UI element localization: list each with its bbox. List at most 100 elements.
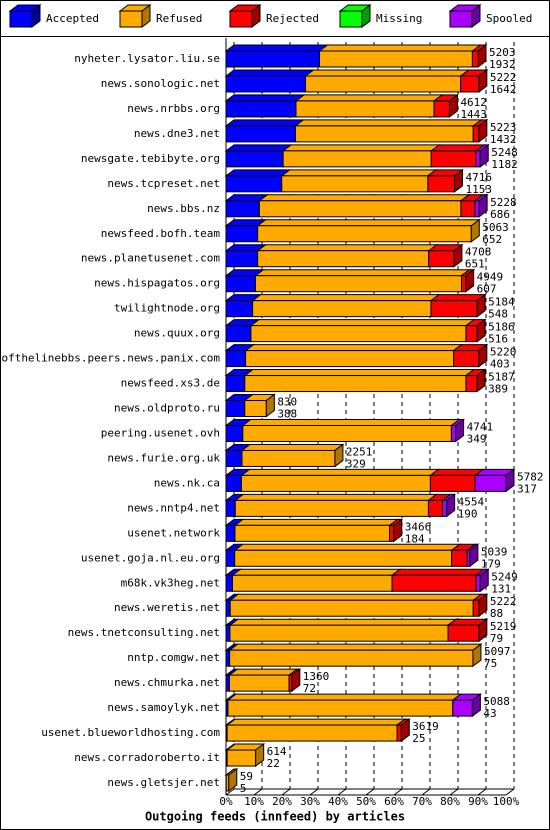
value-label: 5184 xyxy=(488,296,515,309)
bar-top xyxy=(304,69,471,77)
bar xyxy=(460,275,467,293)
legend-swatch xyxy=(119,10,143,28)
tick-mark xyxy=(477,788,487,796)
bar xyxy=(225,375,246,393)
value-label: 317 xyxy=(517,482,537,495)
y-tick-label: newsfeed.xs3.de xyxy=(121,377,220,390)
bar xyxy=(257,225,472,243)
y-tick-label: newsfeed.bofh.team xyxy=(101,227,221,240)
x-tick-label: 0% xyxy=(219,795,233,808)
bar xyxy=(257,250,430,268)
bar xyxy=(231,574,393,592)
bar-side xyxy=(255,743,265,768)
y-tick-label: news.sonologic.net xyxy=(101,77,220,90)
bar-side xyxy=(476,293,486,318)
value-label: 389 xyxy=(488,383,508,396)
bar xyxy=(427,499,443,517)
bar xyxy=(225,499,236,517)
bar xyxy=(240,474,431,492)
bar xyxy=(225,325,252,343)
value-label: 25 xyxy=(412,732,425,745)
value-label: 2251 xyxy=(346,445,373,458)
tick-mark xyxy=(365,788,375,796)
value-label: 75 xyxy=(484,657,497,670)
bar xyxy=(475,150,481,168)
bar xyxy=(430,300,478,318)
value-label: 5088 xyxy=(483,695,510,708)
y-tick-label: news.planetusenet.com xyxy=(81,252,220,265)
bar xyxy=(225,225,259,243)
x-tick-label: 60% xyxy=(384,795,404,808)
bar-side xyxy=(453,243,463,268)
bar-top xyxy=(233,518,400,526)
legend-label: Spooled xyxy=(486,12,532,25)
value-label: 3466 xyxy=(405,520,432,533)
bar xyxy=(465,325,478,343)
tick-mark xyxy=(449,788,459,796)
value-label: 1443 xyxy=(460,108,487,121)
bar-side xyxy=(479,568,489,593)
value-label: 548 xyxy=(488,308,508,321)
bar xyxy=(225,50,321,68)
bar-top xyxy=(256,219,481,227)
bar xyxy=(225,624,231,642)
bar xyxy=(244,400,267,418)
tick-mark xyxy=(421,788,431,796)
value-label: 4554 xyxy=(458,495,485,508)
value-label: 830 xyxy=(277,396,297,409)
bar xyxy=(433,100,450,118)
bar xyxy=(225,300,254,318)
value-label: 131 xyxy=(491,582,511,595)
bar-side xyxy=(400,718,410,743)
bar-side xyxy=(448,93,458,118)
bar-side xyxy=(472,643,482,668)
bar xyxy=(229,649,474,667)
y-tick-label: twilightnode.org xyxy=(114,302,220,315)
y-tick-label: usenet.goja.nl.eu.org xyxy=(81,551,220,564)
tick-mark xyxy=(225,788,235,796)
value-label: 4716 xyxy=(465,171,492,184)
legend-swatch xyxy=(229,10,253,28)
bar xyxy=(225,275,256,293)
bar-side xyxy=(478,593,488,618)
y-tick-label: m68k.vk3heg.net xyxy=(121,576,220,589)
bar xyxy=(474,474,507,492)
x-tick-label: 20% xyxy=(272,795,292,808)
value-label: 607 xyxy=(477,283,497,296)
bar xyxy=(225,75,307,93)
bar-side xyxy=(453,168,463,193)
bar xyxy=(282,150,432,168)
bar-side xyxy=(465,268,475,293)
bar xyxy=(228,674,290,692)
value-label: 179 xyxy=(481,557,501,570)
y-tick-label: news.tcpreset.net xyxy=(107,177,220,190)
y-tick-label: news.oldproto.ru xyxy=(114,402,220,415)
y-tick-label: news.furie.org.uk xyxy=(107,451,220,464)
value-label: 5039 xyxy=(481,545,508,558)
y-tick-label: news.hispagatos.org xyxy=(94,277,220,290)
bar-top xyxy=(224,69,316,77)
bar-side xyxy=(471,693,481,718)
bar xyxy=(475,574,481,592)
value-label: 59 xyxy=(240,770,253,783)
bar-top xyxy=(243,369,476,377)
bar-side xyxy=(393,518,403,543)
x-tick-label: 90% xyxy=(468,795,488,808)
bar-top xyxy=(257,194,471,202)
bar xyxy=(234,549,453,567)
bar xyxy=(229,624,449,642)
bar xyxy=(226,724,398,742)
bar-side xyxy=(478,343,488,368)
value-label: 5 xyxy=(240,782,247,795)
legend-swatch xyxy=(449,10,473,28)
value-label: 5782 xyxy=(517,470,544,483)
value-label: 4708 xyxy=(465,246,492,259)
bar xyxy=(250,325,467,343)
bar-side xyxy=(476,368,486,393)
bar xyxy=(225,599,231,617)
x-tick-label: 40% xyxy=(328,795,348,808)
bar xyxy=(225,250,259,268)
bar-top xyxy=(244,344,464,352)
bar xyxy=(258,200,462,218)
bar xyxy=(245,350,455,368)
